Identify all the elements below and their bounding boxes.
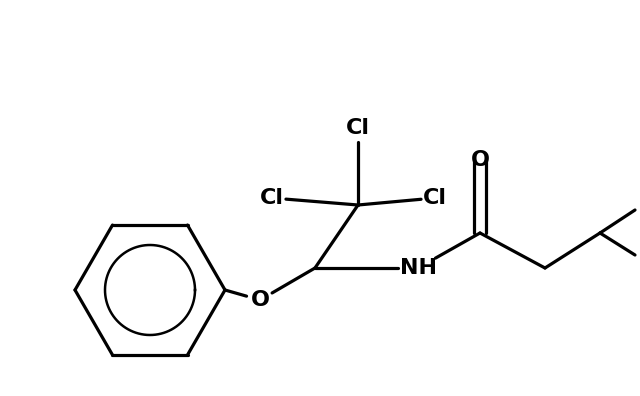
Text: NH: NH: [399, 258, 436, 278]
Text: Cl: Cl: [260, 188, 284, 208]
Text: O: O: [470, 150, 490, 170]
Text: Cl: Cl: [423, 188, 447, 208]
Text: Cl: Cl: [346, 118, 370, 138]
Text: O: O: [250, 290, 269, 310]
